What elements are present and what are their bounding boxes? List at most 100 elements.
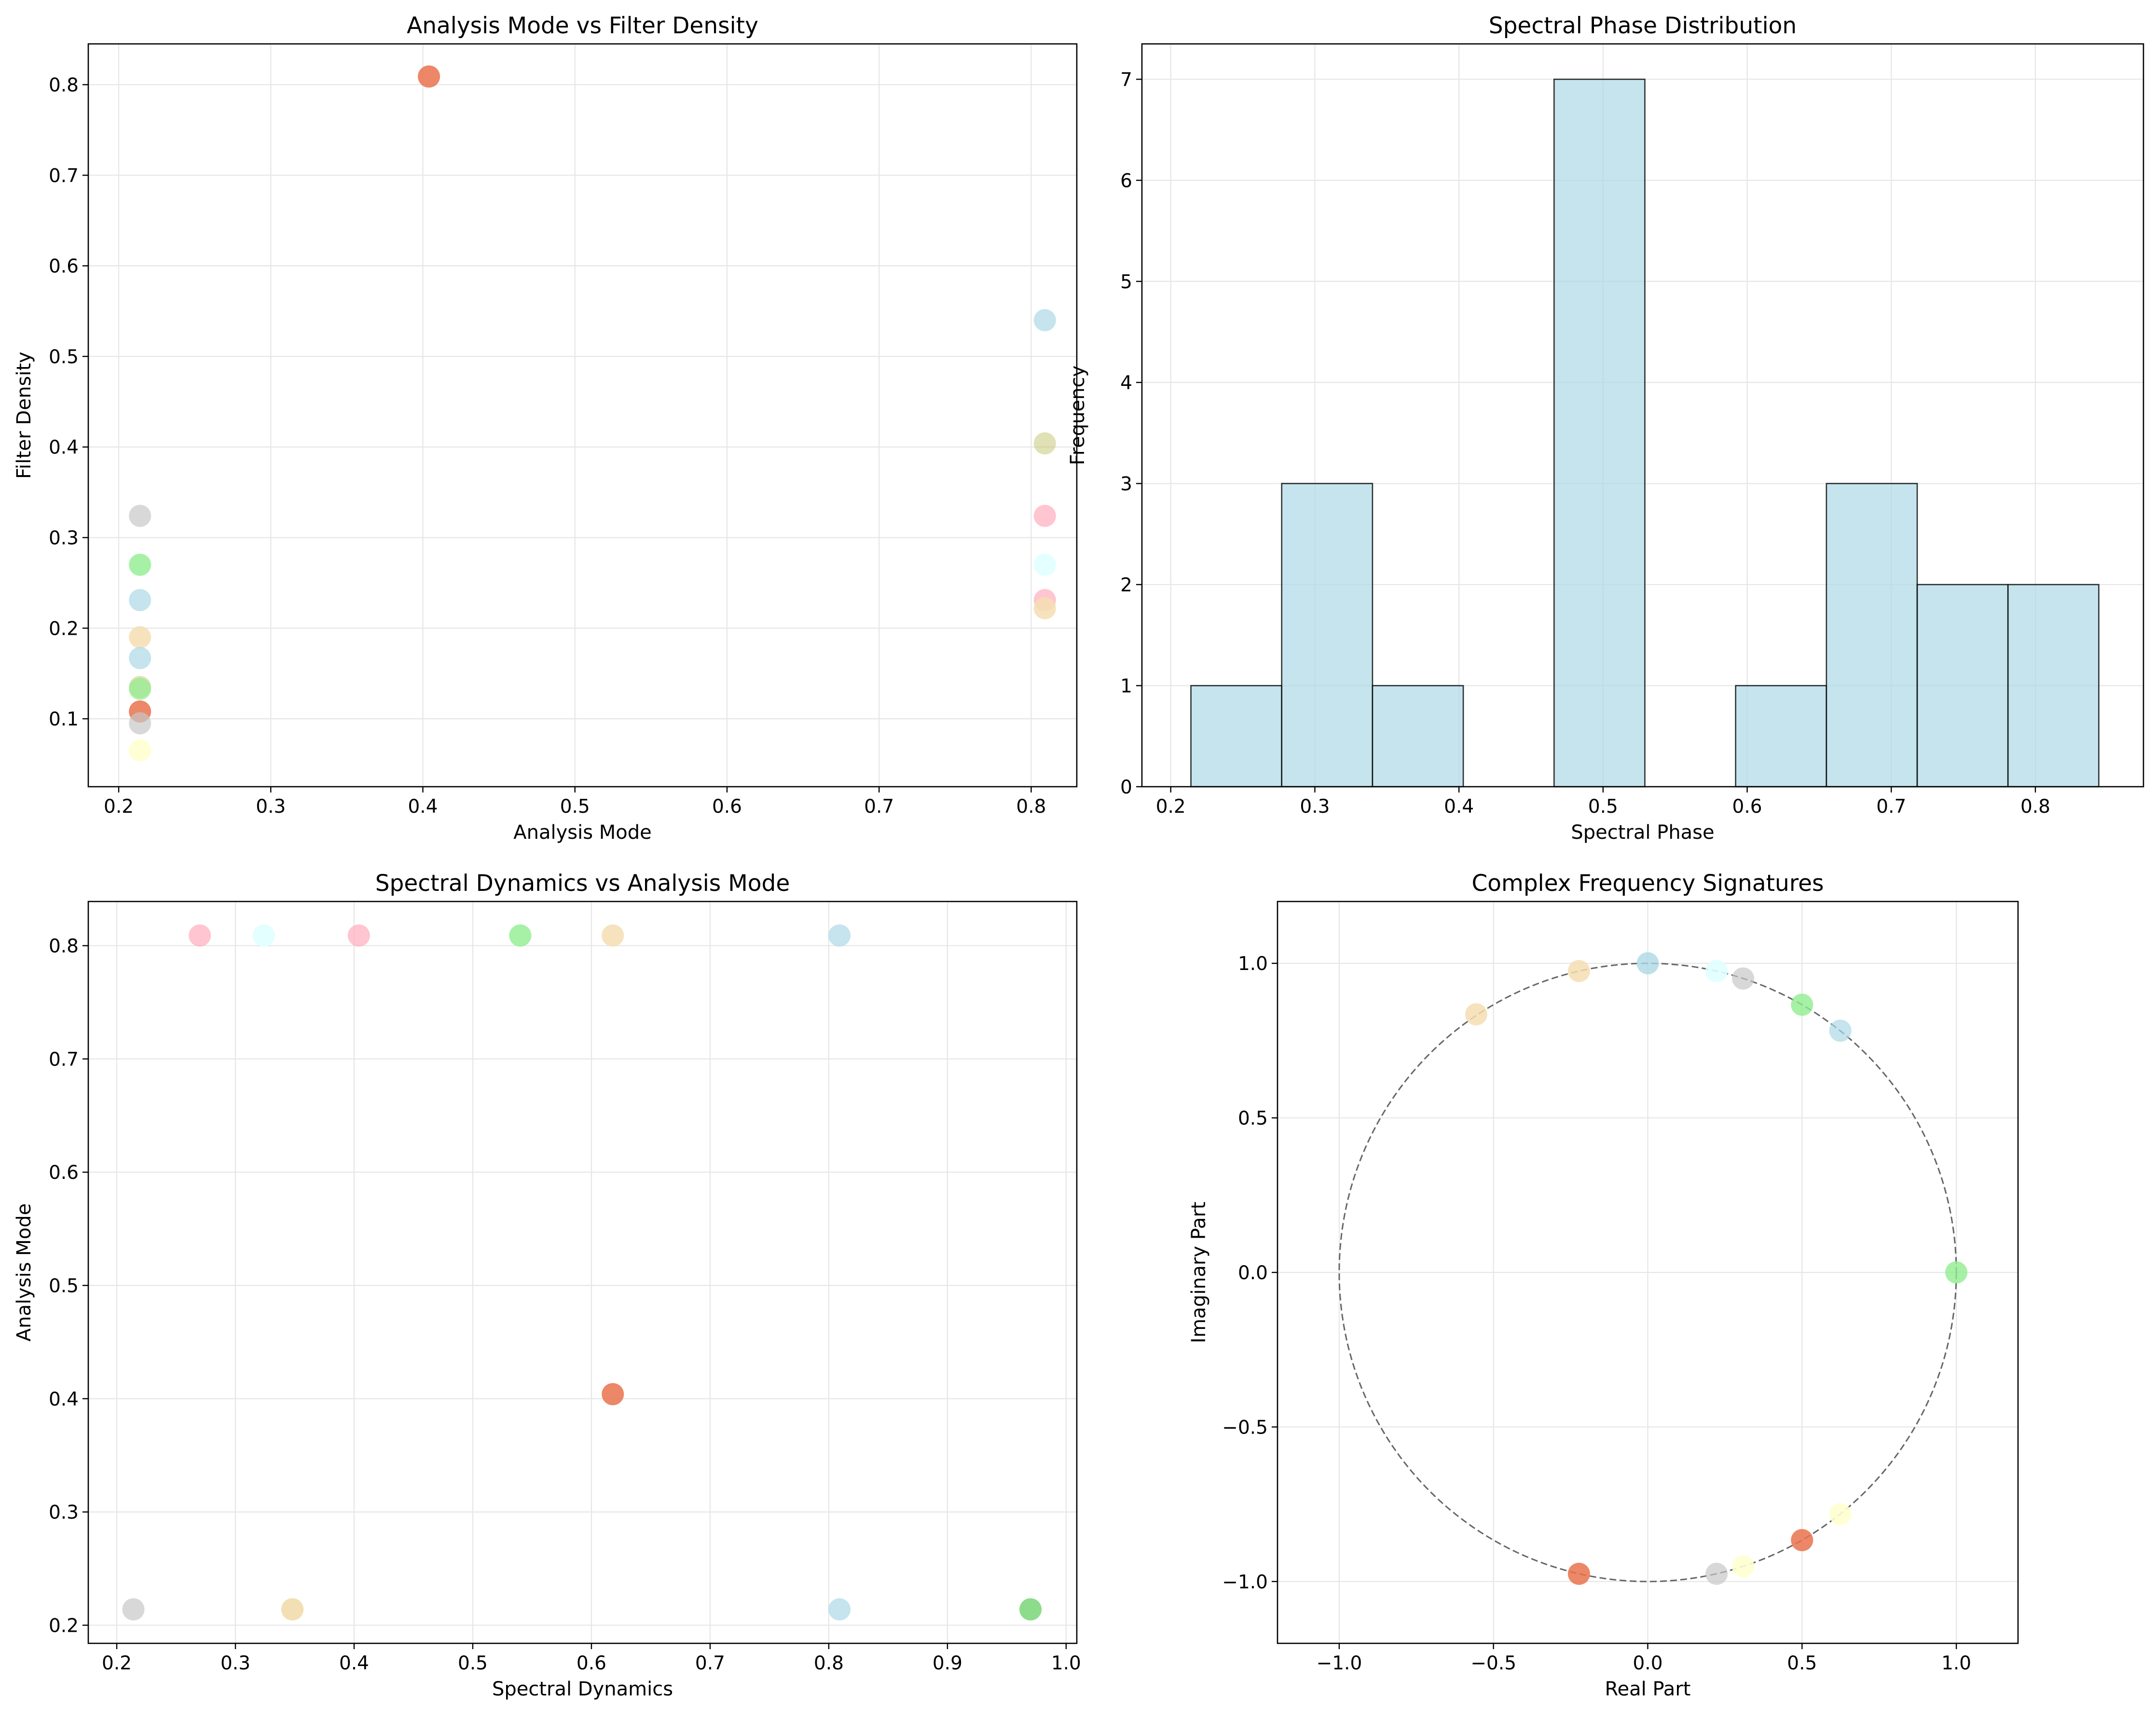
x-tick-label: 0.4 bbox=[408, 796, 438, 818]
y-tick-label: 0.8 bbox=[49, 75, 79, 96]
y-tick-label: 0.6 bbox=[49, 256, 79, 277]
x-axis-label: Analysis Mode bbox=[513, 821, 652, 844]
plot-frame bbox=[87, 901, 1078, 1644]
data-point bbox=[1033, 597, 1056, 620]
data-point bbox=[1033, 432, 1056, 455]
x-tick-label: 0.2 bbox=[1156, 796, 1186, 818]
y-tick-label: 1 bbox=[1120, 675, 1132, 697]
x-tick-label: 0.9 bbox=[933, 1653, 962, 1674]
x-tick-label: 0.8 bbox=[814, 1653, 844, 1674]
y-tick-label: 4 bbox=[1120, 372, 1132, 394]
data-point bbox=[1829, 1019, 1852, 1042]
x-tick-label: −1.0 bbox=[1317, 1653, 1362, 1674]
y-tick-label: 2 bbox=[1120, 574, 1132, 596]
x-tick-label: 0.5 bbox=[458, 1653, 488, 1674]
data-point bbox=[129, 647, 151, 669]
y-tick-label: 5 bbox=[1120, 271, 1132, 293]
y-tick-label: 0.5 bbox=[1238, 1108, 1268, 1130]
chart-title: Spectral Dynamics vs Analysis Mode bbox=[375, 870, 790, 897]
histogram-bar bbox=[1826, 483, 1918, 788]
data-point bbox=[509, 924, 532, 947]
y-tick-label: 0.3 bbox=[49, 1502, 79, 1524]
x-tick-label: 0.8 bbox=[1016, 796, 1046, 818]
y-tick-label: 7 bbox=[1120, 69, 1132, 91]
y-tick-label: 0.1 bbox=[49, 709, 79, 730]
x-tick-label: 0.7 bbox=[1876, 796, 1906, 818]
data-point bbox=[1033, 505, 1056, 527]
y-axis-label: Frequency bbox=[1067, 366, 1089, 465]
histogram-bar bbox=[2007, 584, 2100, 788]
data-point bbox=[1033, 553, 1056, 576]
x-tick-label: 0.5 bbox=[560, 796, 590, 818]
data-point bbox=[129, 505, 151, 527]
histogram-bar bbox=[1553, 79, 1646, 788]
y-tick-label: 0.7 bbox=[49, 1049, 79, 1070]
y-axis-label: Analysis Mode bbox=[13, 1203, 35, 1342]
y-axis-label: Imaginary Part bbox=[1188, 1202, 1210, 1343]
data-point bbox=[129, 712, 151, 735]
x-tick-label: 0.3 bbox=[1300, 796, 1330, 818]
y-tick-label: 0.4 bbox=[49, 1389, 79, 1410]
y-tick-label: 0.7 bbox=[49, 165, 79, 187]
x-tick-label: 0.8 bbox=[2020, 796, 2050, 818]
data-point bbox=[253, 924, 275, 947]
plot-frame bbox=[1141, 43, 2144, 788]
y-tick-label: 0.2 bbox=[49, 618, 79, 640]
complex-frequency-signatures-panel: −1.0 −0.5 0.0 0.5 1.0 −1.0 −0.5 0.0 0.5 1.0 Comple… bbox=[1188, 870, 2019, 1700]
chart-title: Analysis Mode vs Filter Density bbox=[407, 13, 758, 39]
chart-title: Spectral Phase Distribution bbox=[1489, 13, 1797, 39]
data-point bbox=[1465, 1003, 1487, 1025]
x-tick-label: −0.5 bbox=[1470, 1653, 1516, 1674]
x-tick-label: 0.3 bbox=[256, 796, 286, 818]
spectral-phase-distribution-panel: 0.2 0.3 0.4 0.5 0.6 0.7 0.8 0 1 2 3 4 5 6 7 Spectral Ph… bbox=[1067, 13, 2144, 844]
y-tick-label: 1.0 bbox=[1238, 953, 1268, 975]
x-tick-label: 1.0 bbox=[1941, 1653, 1971, 1674]
data-point bbox=[828, 924, 851, 947]
y-axis-label: Filter Density bbox=[13, 352, 35, 479]
x-tick-label: 0.2 bbox=[104, 796, 134, 818]
data-point bbox=[602, 924, 624, 947]
x-tick-label: 0.5 bbox=[1588, 796, 1618, 818]
data-point bbox=[129, 589, 151, 612]
data-point bbox=[1829, 1503, 1852, 1526]
data-point bbox=[1567, 1562, 1590, 1585]
x-tick-label: 0.6 bbox=[577, 1653, 606, 1674]
data-point bbox=[1019, 1598, 1042, 1621]
data-point bbox=[1033, 309, 1056, 331]
x-tick-label: 0.2 bbox=[102, 1653, 132, 1674]
data-point bbox=[189, 924, 211, 947]
histogram-bar bbox=[1281, 483, 1373, 788]
y-tick-label: 0.4 bbox=[49, 437, 79, 459]
data-point bbox=[602, 1383, 624, 1406]
data-point bbox=[281, 1598, 304, 1621]
histogram-bar bbox=[1372, 685, 1464, 788]
x-tick-label: 0.5 bbox=[1787, 1653, 1817, 1674]
x-tick-label: 0.7 bbox=[695, 1653, 725, 1674]
x-tick-label: 0.4 bbox=[1444, 796, 1474, 818]
data-point bbox=[129, 553, 151, 576]
data-point bbox=[1567, 960, 1590, 983]
y-tick-label: 0.0 bbox=[1238, 1262, 1268, 1284]
x-tick-label: 0.3 bbox=[220, 1653, 250, 1674]
spectral-dynamics-vs-analysis-mode-panel: 0.2 0.3 0.4 0.5 0.6 0.7 0.8 0.9 1.0 0.2 0.3 0.4 0.5 0… bbox=[13, 870, 1081, 1700]
data-point bbox=[1791, 1529, 1813, 1551]
y-tick-label: 0.6 bbox=[49, 1162, 79, 1184]
y-tick-label: 0.3 bbox=[49, 528, 79, 549]
data-point bbox=[129, 626, 151, 649]
y-tick-label: 0.5 bbox=[49, 1275, 79, 1297]
histogram-bar bbox=[1735, 685, 1827, 788]
y-tick-label: 0.2 bbox=[49, 1615, 79, 1637]
x-tick-label: 0.4 bbox=[339, 1653, 369, 1674]
x-axis-label: Spectral Phase bbox=[1571, 821, 1714, 844]
plot-frame bbox=[87, 43, 1078, 788]
y-tick-label: 0.8 bbox=[49, 936, 79, 957]
data-point bbox=[129, 739, 151, 762]
y-tick-label: 0 bbox=[1120, 777, 1132, 798]
data-point bbox=[1636, 952, 1659, 975]
x-axis-label: Spectral Dynamics bbox=[492, 1678, 673, 1700]
x-axis-label: Real Part bbox=[1605, 1678, 1691, 1700]
histogram-bar bbox=[1916, 584, 2009, 788]
x-tick-label: 0.6 bbox=[712, 796, 742, 818]
y-tick-label: 6 bbox=[1120, 170, 1132, 192]
